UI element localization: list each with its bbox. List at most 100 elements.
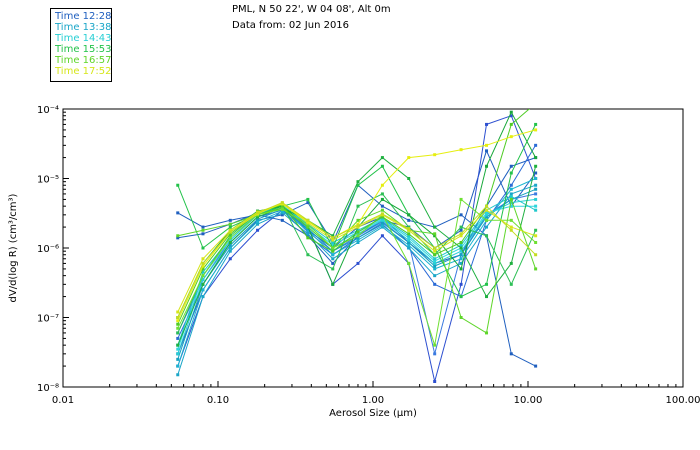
data-point: [380, 208, 384, 212]
data-point: [306, 232, 310, 236]
data-point: [331, 282, 335, 286]
data-point: [459, 246, 463, 250]
data-point: [176, 316, 180, 319]
data-point: [433, 246, 437, 250]
data-point: [534, 253, 538, 257]
data-point: [534, 164, 538, 168]
data-point: [509, 218, 513, 222]
data-point: [459, 282, 463, 286]
legend-item: Time 14:43: [55, 33, 112, 44]
data-point: [176, 336, 180, 340]
data-point: [256, 215, 260, 219]
y-axis-label: dV/d(log R) (cm³/cm³): [8, 193, 19, 302]
data-point: [306, 228, 310, 232]
legend-item: Time 12:28: [55, 11, 112, 22]
data-point: [485, 208, 489, 212]
legend-item: Time 15:53: [55, 44, 112, 55]
series-line: [177, 184, 536, 375]
data-point: [176, 343, 180, 347]
data-point: [534, 156, 538, 160]
data-point: [407, 227, 411, 231]
data-point: [306, 230, 310, 234]
data-point: [380, 221, 384, 225]
data-point: [380, 156, 384, 160]
data-point: [534, 187, 538, 191]
data-point: [331, 236, 335, 240]
data-point: [176, 211, 180, 215]
data-point: [407, 240, 411, 244]
data-point: [459, 232, 463, 236]
data-point: [485, 149, 489, 153]
data-point: [509, 110, 513, 114]
data-point: [459, 213, 463, 217]
data-point: [176, 234, 180, 238]
data-point: [433, 379, 437, 383]
data-point: [176, 347, 180, 351]
data-point: [509, 282, 513, 286]
x-tick-label: 0.10: [207, 395, 229, 406]
y-tick-label: 10⁻⁵: [37, 175, 59, 186]
data-point: [509, 192, 513, 196]
data-point: [331, 257, 335, 261]
data-point: [256, 220, 260, 224]
data-point: [380, 234, 384, 238]
data-point: [201, 257, 205, 261]
data-point: [509, 114, 513, 118]
data-point: [356, 261, 360, 265]
data-point: [176, 183, 180, 187]
data-point: [534, 234, 538, 238]
data-point: [380, 212, 384, 216]
data-point: [485, 204, 489, 208]
data-point: [509, 187, 513, 191]
data-point: [485, 295, 489, 299]
data-point: [534, 364, 538, 368]
data-point: [228, 246, 232, 250]
data-point: [509, 164, 513, 168]
data-point: [509, 261, 513, 265]
data-point: [459, 249, 463, 253]
data-point: [176, 364, 180, 368]
data-point: [485, 143, 489, 147]
data-point: [534, 197, 538, 201]
data-point: [433, 274, 437, 278]
data-point: [256, 228, 260, 232]
data-point: [509, 352, 513, 356]
data-point: [201, 228, 205, 232]
data-point: [407, 243, 411, 247]
data-point: [459, 225, 463, 229]
data-point: [509, 204, 513, 208]
legend: Time 12:28 Time 13:38 Time 14:43 Time 15…: [50, 8, 112, 82]
data-point: [201, 295, 205, 299]
data-point: [201, 288, 205, 292]
data-point: [509, 171, 513, 175]
data-point: [407, 238, 411, 242]
data-point: [228, 243, 232, 247]
legend-item: Time 13:38: [55, 22, 112, 33]
data-point: [228, 234, 232, 238]
data-point: [485, 225, 489, 229]
data-point: [433, 253, 437, 257]
data-point: [228, 232, 232, 236]
data-point: [228, 238, 232, 242]
data-point: [509, 197, 513, 201]
data-point: [433, 225, 437, 229]
data-point: [356, 232, 360, 236]
data-point: [228, 236, 232, 240]
data-point: [433, 264, 437, 268]
data-point: [534, 177, 538, 180]
data-point: [509, 122, 513, 126]
data-point: [459, 148, 463, 152]
data-point: [280, 211, 284, 215]
data-point: [534, 183, 538, 187]
data-point: [280, 206, 284, 210]
data-point: [433, 282, 437, 286]
data-point: [534, 204, 538, 208]
data-point: [485, 215, 489, 219]
x-tick-label: 10.00: [514, 395, 543, 406]
data-point: [459, 243, 463, 247]
data-point: [356, 240, 360, 244]
data-point: [459, 253, 463, 257]
data-point: [534, 128, 538, 132]
data-point: [356, 183, 360, 187]
data-point: [534, 102, 537, 105]
